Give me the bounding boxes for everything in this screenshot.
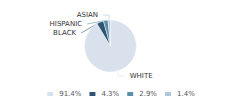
svg-text:91.4%: 91.4% xyxy=(59,90,82,98)
svg-text:2.9%: 2.9% xyxy=(139,90,157,98)
svg-text:ASIAN: ASIAN xyxy=(77,11,98,19)
svg-text:4.3%: 4.3% xyxy=(101,90,119,98)
svg-text:1.4%: 1.4% xyxy=(177,90,195,98)
svg-text:WHITE: WHITE xyxy=(130,72,153,80)
svg-text:BLACK: BLACK xyxy=(53,29,76,37)
svg-text:HISPANIC: HISPANIC xyxy=(50,20,83,28)
